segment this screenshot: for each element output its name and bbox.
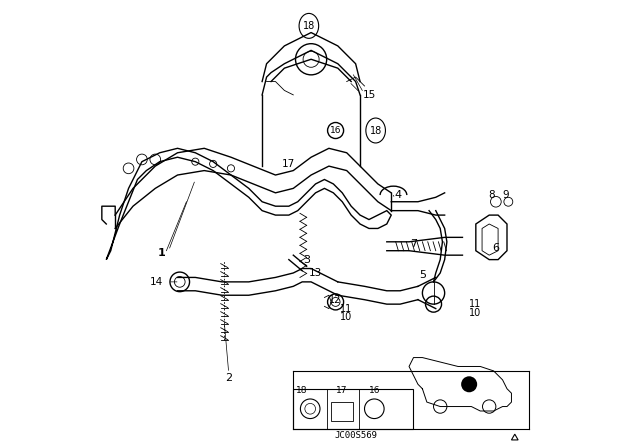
Text: 10: 10	[469, 308, 481, 318]
Text: 15: 15	[363, 90, 376, 100]
Text: 18: 18	[369, 125, 382, 135]
Text: 1: 1	[158, 248, 166, 258]
Text: 13: 13	[309, 268, 322, 278]
Text: 6: 6	[492, 243, 499, 254]
Text: 4: 4	[395, 190, 402, 200]
Text: 18: 18	[303, 21, 315, 31]
Text: JC00S569: JC00S569	[334, 431, 377, 440]
Text: 14: 14	[150, 277, 163, 287]
Circle shape	[461, 376, 477, 392]
Text: 16: 16	[369, 387, 380, 396]
Text: 12: 12	[329, 295, 341, 305]
Text: 10: 10	[340, 313, 352, 323]
Text: 11: 11	[340, 304, 352, 314]
Text: 17: 17	[282, 159, 296, 169]
Text: 17: 17	[336, 387, 348, 396]
Text: 18: 18	[296, 387, 308, 396]
Text: 2: 2	[225, 373, 232, 383]
Text: 5: 5	[419, 270, 426, 280]
Text: 7: 7	[410, 239, 417, 249]
Text: 11: 11	[469, 299, 481, 309]
Text: 8: 8	[488, 190, 495, 200]
Text: 3: 3	[303, 254, 310, 265]
Text: 9: 9	[502, 190, 509, 200]
Text: 16: 16	[330, 126, 341, 135]
